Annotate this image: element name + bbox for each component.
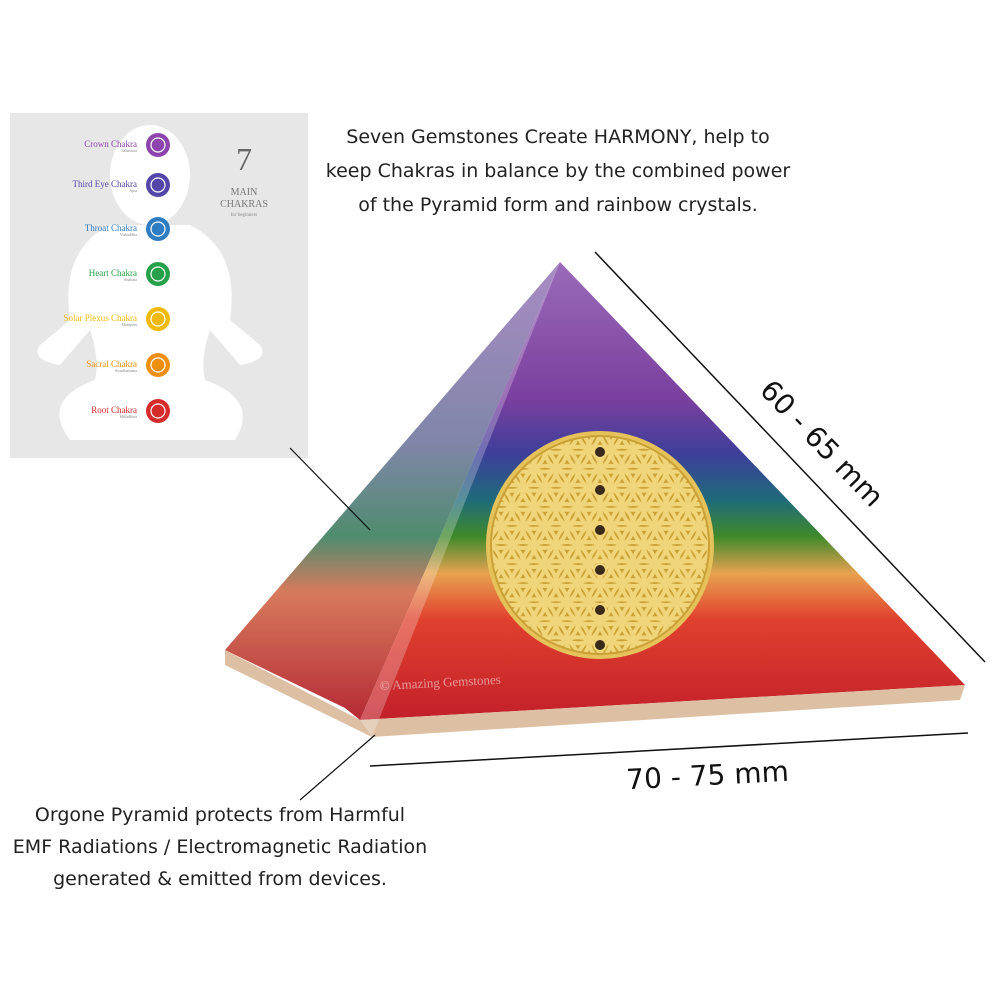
description-bottom: generated & emitted from devices.: [53, 868, 387, 890]
chakra-dot: [593, 603, 607, 617]
chakra-name: Crown Chakra: [84, 139, 137, 149]
chakra-sanskrit: Ajna: [129, 188, 137, 193]
chakra-dot: [593, 445, 607, 459]
chakra-icon: [146, 353, 170, 377]
flower-circle: [532, 437, 580, 455]
chakra-dot: [593, 563, 607, 577]
flower-circle: [598, 437, 646, 455]
flower-circle: [532, 635, 580, 653]
description-bottom: Orgone Pyramid protects from Harmful: [35, 804, 405, 826]
chakra-icon: [146, 307, 170, 331]
meditation-figure: [37, 125, 263, 440]
flower-circle: [576, 635, 624, 653]
description-top: Seven Gemstones Create HARMONY, help to: [346, 126, 769, 148]
description-bottom: EMF Radiations / Electromagnetic Radiati…: [13, 836, 427, 858]
chakra-icon-ring: [150, 311, 166, 327]
chakra-icon-ring: [150, 137, 166, 153]
heading: MAIN: [231, 187, 258, 198]
chakra-icon: [146, 133, 170, 157]
flower-circle: [620, 635, 668, 653]
description-top: of the Pyramid form and rainbow crystals…: [358, 194, 758, 216]
count: 7: [236, 141, 252, 177]
chakra-name: Third Eye Chakra: [73, 179, 137, 189]
width-line: [369, 732, 969, 767]
chakra-name: Root Chakra: [91, 405, 137, 415]
flower-circle: [554, 437, 602, 455]
flower-circle: [554, 635, 602, 653]
width-label: 70 - 75 mm: [625, 755, 789, 796]
pyramid: © Amazing Gemstones: [225, 262, 965, 737]
chakra-sanskrit: Muladhara: [120, 414, 138, 419]
chakra-icon: [146, 399, 170, 423]
chakra-sanskrit: Manipura: [121, 322, 137, 327]
flower-circle: [620, 437, 668, 455]
subheading: CHAKRAS: [220, 199, 268, 210]
chakra-name: Heart Chakra: [89, 268, 137, 278]
chakra-name: Sacral Chakra: [86, 359, 137, 369]
chakra-icon-ring: [150, 221, 166, 237]
chakra-icon: [146, 262, 170, 286]
chakra-sanskrit: Sahasrara: [121, 148, 137, 153]
chakra-sanskrit: Swadhisthana: [115, 368, 137, 373]
chakra-icon: [146, 173, 170, 197]
watermark: © Amazing Gemstones: [379, 672, 501, 693]
chakra-name: Throat Chakra: [85, 223, 137, 233]
chakra-icon: [146, 217, 170, 241]
chakra-icon-ring: [150, 357, 166, 373]
chakra-icon-ring: [150, 266, 166, 282]
chakra-sanskrit: Anahata: [124, 277, 138, 282]
chakra-icon-ring: [150, 177, 166, 193]
note: for beginners: [231, 213, 258, 218]
chakra-dot: [593, 638, 607, 652]
height-line: [594, 251, 986, 663]
chakra-dot: [593, 483, 607, 497]
pointer: [289, 447, 371, 531]
flower-circle: [598, 635, 646, 653]
chakra-name: Solar Plexus Chakra: [64, 313, 138, 323]
pointer: [299, 734, 376, 801]
chakra-dot: [593, 523, 607, 537]
description-top: keep Chakras in balance by the combined …: [326, 160, 791, 182]
chakra-sanskrit: Vishuddha: [120, 232, 137, 237]
chakra-icon-ring: [150, 403, 166, 419]
